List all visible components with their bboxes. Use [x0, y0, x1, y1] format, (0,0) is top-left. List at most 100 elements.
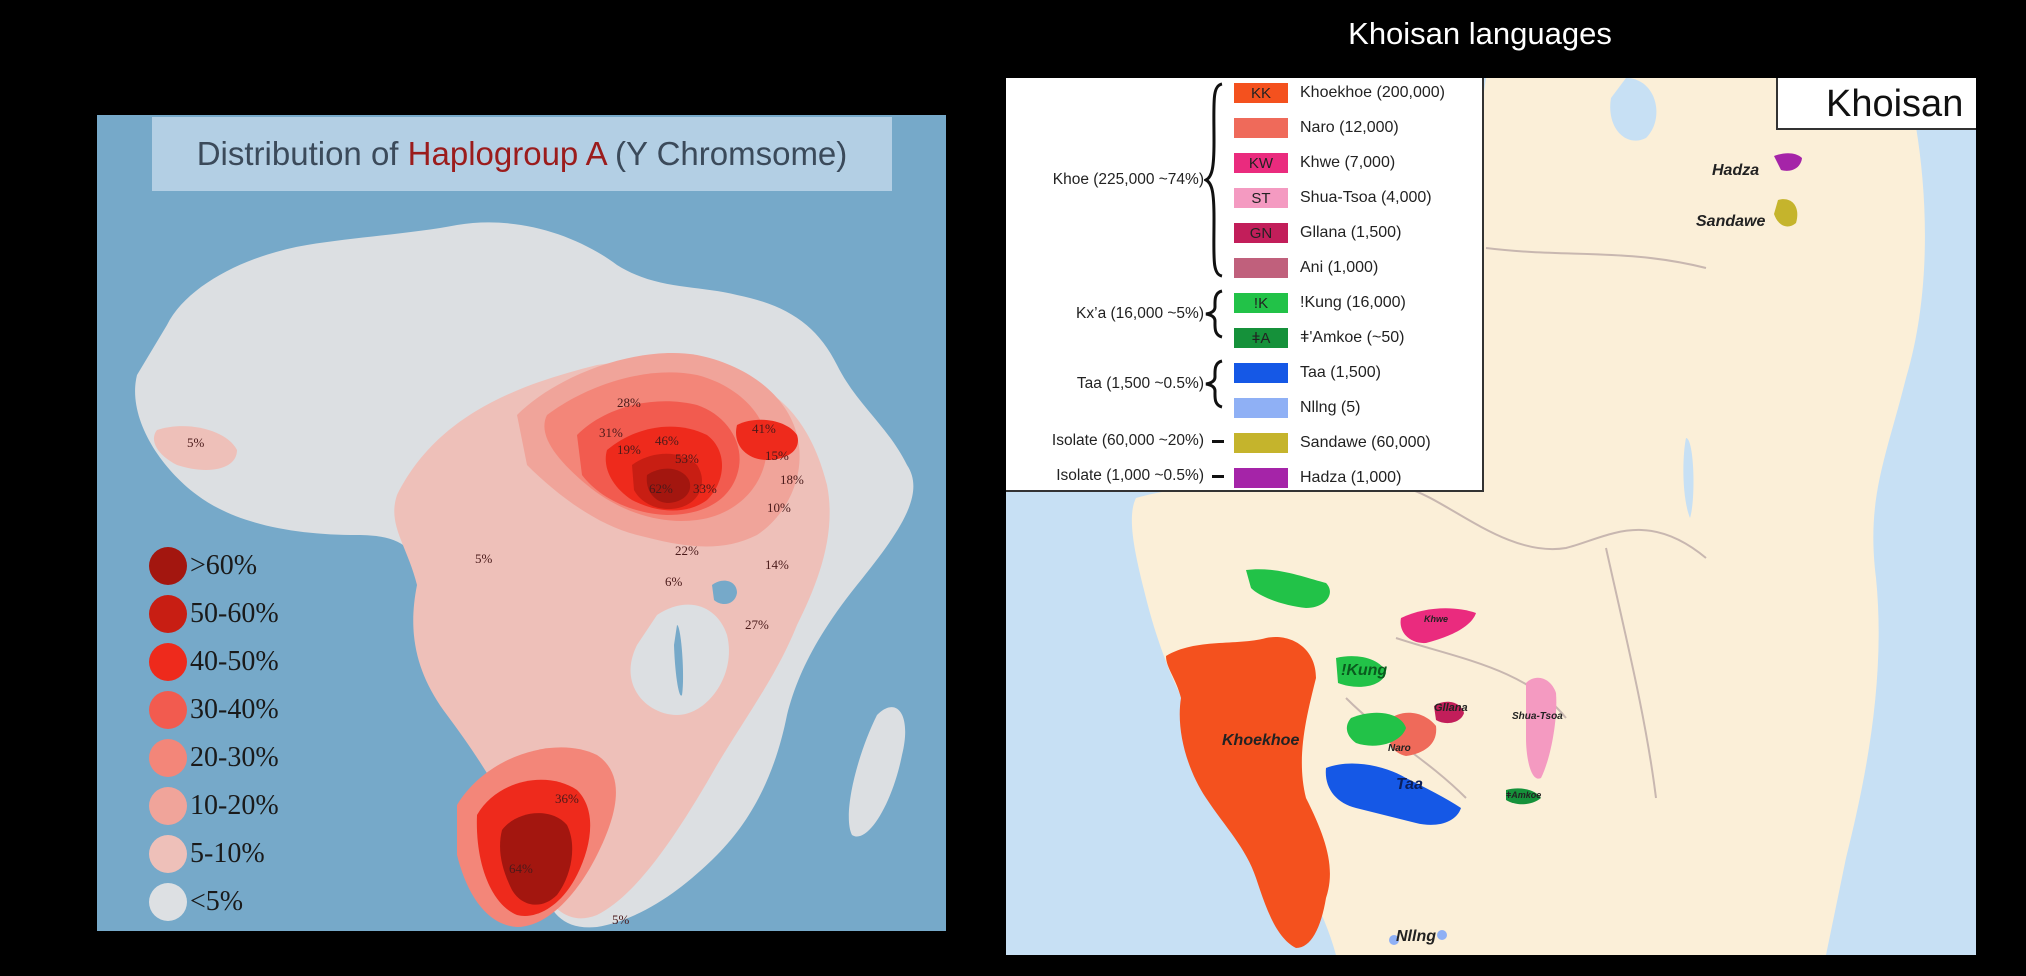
legend-swatch: ǂA — [1234, 328, 1288, 348]
legend-dot — [149, 835, 187, 873]
group-label: Khoe (225,000 ~74%) — [1052, 171, 1204, 188]
legend-label: Ani (1,000) — [1300, 259, 1379, 276]
right-map-caption: Khoisan languages — [1348, 16, 1612, 51]
legend-swatch: !K — [1234, 293, 1288, 313]
legend-label: Shua-Tsoa (4,000) — [1300, 189, 1432, 206]
title-prefix: Distribution of — [196, 135, 408, 172]
pct-label: 15% — [765, 448, 789, 463]
legend-label: Hadza (1,000) — [1300, 469, 1402, 486]
legend-label: Sandawe (60,000) — [1300, 434, 1431, 451]
lake-tanganyika — [674, 625, 684, 696]
legend-item: !K !Kung (16,000) — [1234, 292, 1406, 314]
legend-dot — [149, 787, 187, 825]
legend-item: Sandawe (60,000) — [1234, 432, 1431, 454]
map-label-gllana: Gllana — [1434, 702, 1468, 714]
group-label: Isolate (60,000 ~20%) — [1051, 432, 1204, 449]
legend-label: Khoekhoe (200,000) — [1300, 84, 1445, 101]
legend-item: 30-40% — [149, 690, 279, 730]
khoisan-corner-title: Khoisan — [1776, 78, 1976, 130]
legend-label: 10-20% — [190, 790, 279, 821]
pct-label: 31% — [599, 425, 623, 440]
pct-label: 14% — [765, 557, 789, 572]
legend-dot — [149, 739, 187, 777]
legend-label: Khwe (7,000) — [1300, 154, 1396, 171]
legend-label: Nllng (5) — [1300, 399, 1361, 416]
haplogroup-map: Distribution of Haplogroup A (Y Chromsom… — [97, 115, 946, 931]
legend-swatch — [1234, 433, 1288, 453]
legend-item: ǂA ǂ'Amkoe (~50) — [1234, 327, 1404, 349]
pct-label: 36% — [555, 791, 579, 806]
legend-label: 5-10% — [190, 838, 265, 869]
legend-item: 5-10% — [149, 834, 265, 874]
legend-label: !Kung (16,000) — [1300, 294, 1406, 311]
pct-label: 10% — [767, 500, 791, 515]
region-nlng-2 — [1437, 930, 1447, 940]
region-gllana — [1434, 701, 1464, 724]
region-kung-north — [1246, 569, 1330, 608]
region-taa — [1325, 763, 1461, 825]
khoisan-map: Hadza Sandawe !Kung Khoekhoe Taa Naro Gl… — [1006, 78, 1976, 955]
legend-dot — [149, 643, 187, 681]
title-highlight: Haplogroup A — [407, 135, 606, 172]
lake-victoria — [712, 580, 737, 605]
region-kung-south — [1346, 712, 1406, 746]
group-dash — [1212, 475, 1224, 478]
legend-label: Gllana (1,500) — [1300, 224, 1402, 241]
legend-item: Ani (1,000) — [1234, 257, 1378, 279]
legend-label: 30-40% — [190, 694, 279, 725]
legend-label: Naro (12,000) — [1300, 119, 1399, 136]
legend-swatch: ST — [1234, 188, 1288, 208]
legend-label: 50-60% — [190, 598, 279, 629]
title-suffix: (Y Chromsome) — [605, 135, 848, 172]
legend-dot — [149, 547, 187, 585]
pct-label: 28% — [617, 395, 641, 410]
pct-label: 33% — [693, 481, 717, 496]
legend-item: Nllng (5) — [1234, 397, 1360, 419]
legend-item: 50-60% — [149, 594, 279, 634]
lake-victoria — [1610, 78, 1657, 141]
map-label-shua-tsoa: Shua-Tsoa — [1512, 711, 1563, 722]
legend-dot — [149, 691, 187, 729]
madagascar — [848, 707, 906, 837]
map-label-naro: Naro — [1388, 743, 1411, 754]
legend-swatch — [1234, 258, 1288, 278]
lake-malawi — [1683, 438, 1694, 518]
legend-item: Naro (12,000) — [1234, 117, 1399, 139]
region-hadza — [1774, 153, 1802, 171]
region-khoekhoe — [1166, 637, 1330, 948]
pct-label: 5% — [475, 551, 493, 566]
legend-item: <5% — [149, 882, 243, 922]
legend-label: >60% — [190, 550, 258, 581]
pct-label: 64% — [509, 861, 533, 876]
southern-africa-map-svg — [1131, 78, 1925, 955]
legend-swatch — [1234, 118, 1288, 138]
pct-label: 6% — [665, 574, 683, 589]
pct-label: 5% — [612, 912, 630, 927]
region-shua-tsoa — [1526, 677, 1557, 779]
group-brace-khoe — [1204, 82, 1223, 278]
pct-label: 19% — [617, 442, 641, 457]
legend-item: 10-20% — [149, 786, 279, 826]
legend-swatch — [1234, 468, 1288, 488]
pct-label: 41% — [752, 421, 776, 436]
legend-label: ǂ'Amkoe (~50) — [1300, 329, 1405, 346]
group-brace-kxa — [1205, 289, 1223, 339]
region-amkoe — [1506, 788, 1541, 805]
ethiopia-hotspot — [736, 419, 798, 460]
map-label-sandawe: Sandawe — [1696, 213, 1766, 230]
region-sandawe — [1774, 199, 1798, 227]
legend-label: 40-50% — [190, 646, 279, 677]
pct-label: 62% — [649, 481, 673, 496]
pct-label: 46% — [655, 433, 679, 448]
pct-label: 5% — [187, 435, 205, 450]
legend-item: KK Khoekhoe (200,000) — [1234, 82, 1445, 104]
map-label-nlng: Nllng — [1396, 928, 1436, 945]
group-label: Taa (1,500 ~0.5%) — [1076, 375, 1204, 392]
group-brace-taa — [1205, 359, 1223, 409]
legend-swatch: KK — [1234, 83, 1288, 103]
shade-over-60 — [646, 468, 691, 503]
legend-item: 40-50% — [149, 642, 279, 682]
region-kung-mid — [1336, 656, 1386, 687]
group-label: Kx’a (16,000 ~5%) — [1076, 305, 1204, 322]
region-nlng-1 — [1389, 935, 1399, 945]
